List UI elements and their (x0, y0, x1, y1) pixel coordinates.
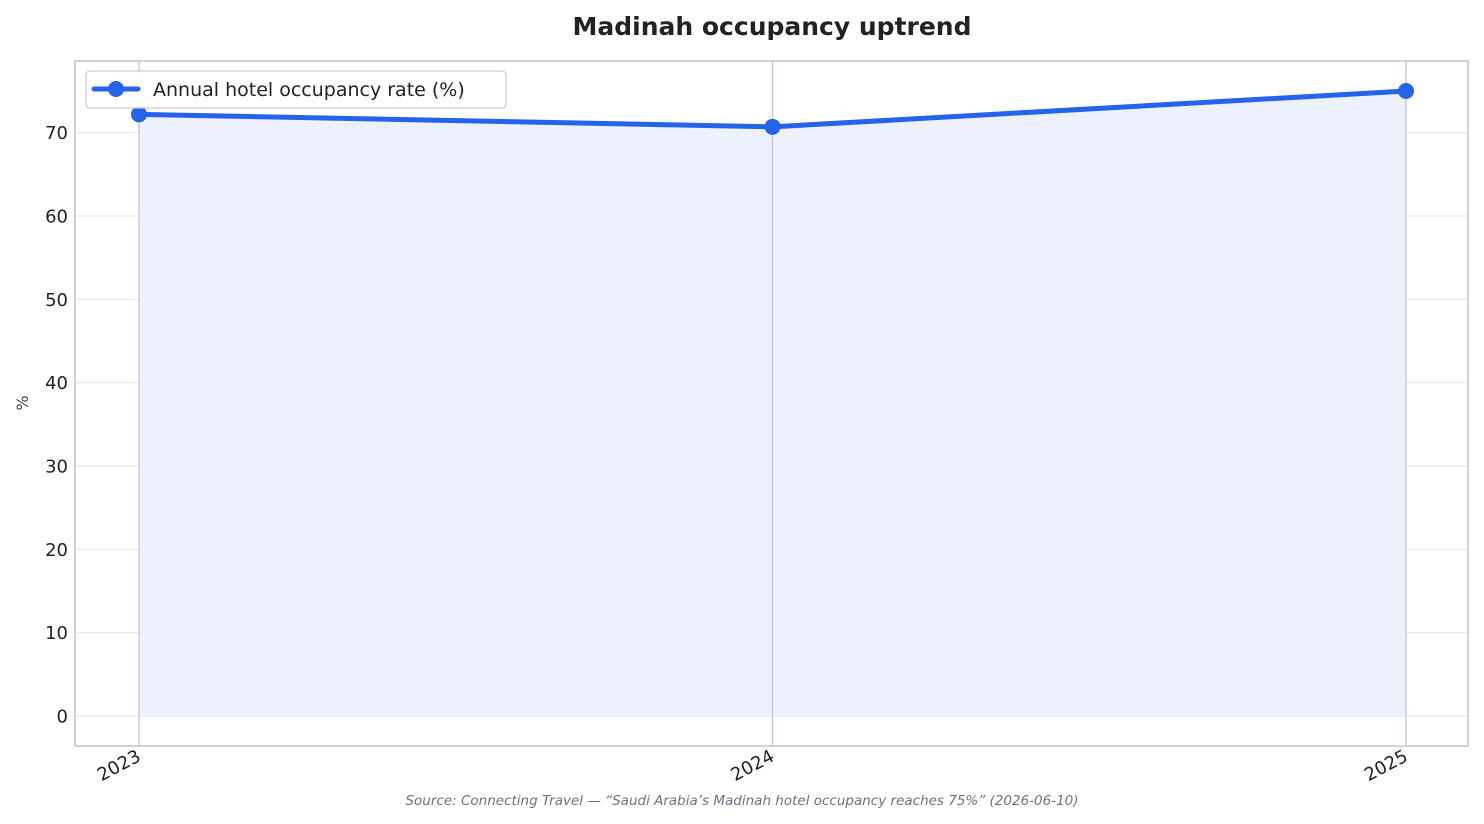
x-tick-label: 2023 (94, 746, 144, 786)
legend-label: Annual hotel occupancy rate (%) (153, 79, 465, 101)
y-tick-label: 40 (45, 373, 68, 394)
series-points (131, 83, 1414, 135)
source-note: Source: Connecting Travel — “Saudi Arabi… (405, 793, 1078, 809)
data-point-2025 (1398, 83, 1414, 99)
x-axis-ticks: 2023 2024 2025 (94, 746, 1411, 786)
chart-title: Madinah occupancy uptrend (573, 12, 972, 41)
plot-frame (74, 60, 1469, 747)
y-tick-label: 50 (45, 290, 68, 311)
y-tick-label: 20 (45, 540, 68, 561)
y-axis-ticks: 0 10 20 30 40 50 60 70 (45, 123, 68, 727)
y-tick-label: 0 (57, 707, 68, 728)
y-axis-label: % (13, 395, 32, 410)
legend-box (85, 70, 507, 109)
data-point-2024 (764, 118, 781, 135)
vertical-gridlines (138, 61, 1407, 746)
x-tick-label: 2025 (1361, 746, 1411, 786)
y-tick-label: 60 (45, 207, 68, 228)
data-point-2023 (131, 106, 147, 123)
legend: Annual hotel occupancy rate (%) (85, 70, 507, 109)
y-tick-label: 70 (45, 123, 68, 144)
y-tick-label: 30 (45, 457, 68, 478)
legend-marker-swatch (108, 81, 124, 97)
y-tick-label: 10 (45, 623, 68, 644)
x-tick-label: 2024 (728, 746, 778, 786)
